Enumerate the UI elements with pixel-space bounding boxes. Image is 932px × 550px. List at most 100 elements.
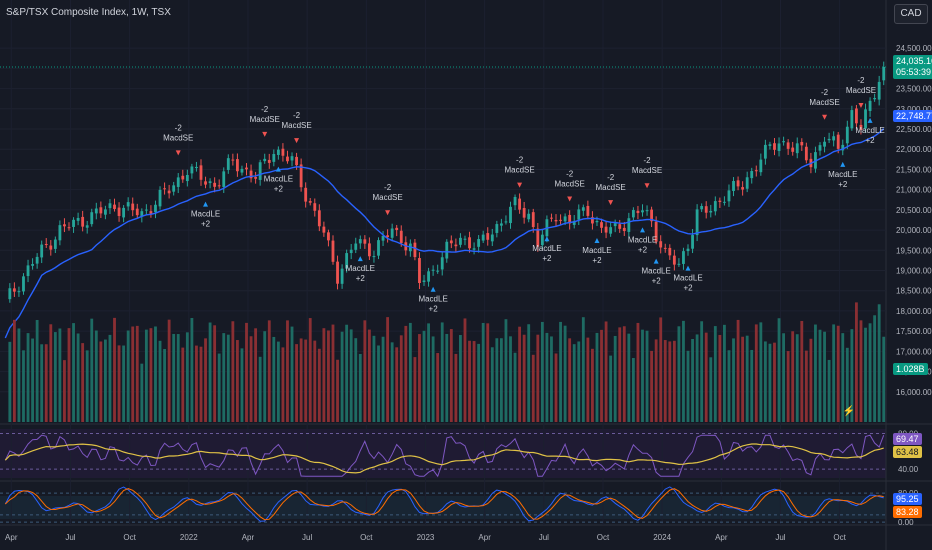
candle-body-47 (217, 185, 221, 187)
rsi-value-tag: 69.47 (893, 433, 922, 445)
volume-bar-68 (313, 340, 317, 422)
volume-bar-61 (281, 347, 285, 422)
volume-bar-103 (472, 341, 476, 422)
volume-bar-85 (390, 342, 394, 422)
candle-body-121 (554, 220, 558, 222)
volume-bar-190 (868, 323, 872, 422)
candle-body-72 (331, 240, 335, 262)
volume-bar-12 (58, 328, 62, 422)
volume-bar-133 (609, 355, 613, 422)
candle-body-77 (354, 243, 358, 250)
signal-short-arrow-2 (262, 131, 268, 137)
candle-body-7 (35, 256, 39, 264)
price-tick-label-5: 22,000.00 (896, 145, 932, 154)
currency-button[interactable]: CAD (894, 4, 928, 24)
signal-qty-13: +2 (638, 245, 648, 254)
volume-bar-144 (659, 317, 663, 422)
volume-bar-50 (231, 321, 235, 422)
candle-body-21 (99, 207, 103, 214)
candle-body-85 (390, 228, 394, 238)
signal-label-15: MacdLE (641, 267, 670, 276)
volume-bar-88 (404, 325, 408, 422)
rsi-line (4, 434, 885, 478)
volume-bar-84 (386, 317, 390, 422)
candle-body-96 (440, 257, 444, 270)
chart-title: S&P/TSX Composite Index, 1W, TSX (6, 7, 171, 18)
candle-body-127 (581, 207, 585, 211)
candle-body-59 (272, 153, 276, 162)
signal-long-arrow-16 (685, 265, 691, 271)
signal-label-4: MacdSE (281, 121, 311, 130)
volume-bar-45 (208, 322, 212, 422)
volume-bar-118 (540, 321, 544, 422)
candle-body-71 (327, 232, 330, 241)
signal-long-arrow-7 (430, 286, 436, 292)
candle-body-165 (754, 170, 758, 172)
candle-body-58 (267, 159, 271, 163)
volume-bar-95 (436, 353, 440, 422)
signal-long-arrow-1 (203, 201, 209, 207)
volume-bar-28 (131, 326, 135, 422)
volume-bar-154 (704, 332, 708, 422)
candle-body-83 (381, 235, 385, 241)
rsi-pane-background (0, 429, 886, 478)
volume-bar-128 (586, 337, 590, 422)
volume-bar-83 (381, 336, 385, 422)
volume-bar-49 (226, 334, 230, 422)
signal-qty-20: +2 (866, 136, 876, 145)
volume-bar-130 (595, 332, 599, 422)
volume-bar-62 (286, 320, 289, 422)
candle-body-105 (481, 234, 485, 241)
candle-body-164 (750, 171, 754, 179)
candle-body-15 (72, 219, 75, 227)
candle-body-42 (195, 166, 198, 169)
candle-body-60 (276, 149, 280, 155)
signal-long-arrow-5 (357, 256, 363, 262)
volume-bar-90 (413, 357, 417, 422)
candle-body-68 (313, 203, 317, 211)
volume-bar-102 (468, 340, 471, 422)
candle-body-98 (449, 240, 453, 244)
alert-icon: ⚡ (843, 404, 855, 417)
candle-body-168 (768, 144, 772, 146)
candle-body-126 (577, 209, 581, 220)
volume-bar-117 (536, 334, 540, 422)
signal-long-arrow-15 (653, 258, 659, 264)
volume-bar-151 (691, 338, 694, 422)
volume-bar-124 (568, 338, 572, 422)
volume-bar-15 (72, 323, 75, 422)
volume-bar-141 (645, 330, 649, 422)
price-tick-label-7: 21,000.00 (896, 186, 932, 195)
volume-bar-55 (254, 328, 258, 422)
signal-qty-10: -2 (566, 169, 574, 178)
candle-body-128 (586, 205, 590, 216)
candle-body-117 (536, 228, 540, 247)
volume-bar-35 (163, 348, 166, 422)
volume-bar-176 (804, 350, 808, 422)
volume-bar-27 (126, 330, 130, 422)
volume-bar-182 (832, 324, 836, 422)
volume-bar-100 (459, 335, 462, 422)
volume-bar-89 (408, 322, 412, 422)
time-tick-label-0: Apr (5, 533, 18, 542)
candle-body-20 (94, 208, 98, 214)
volume-bar-30 (140, 363, 144, 422)
volume-bar-26 (122, 345, 126, 422)
candle-body-114 (522, 208, 526, 218)
volume-bar-160 (732, 338, 735, 422)
candle-body-189 (864, 109, 867, 129)
candle-body-37 (172, 185, 176, 192)
volume-bar-59 (272, 336, 276, 422)
volume-bar-31 (144, 329, 148, 422)
signal-label-14: MacdSE (632, 166, 662, 175)
candle-body-19 (90, 212, 94, 225)
candle-body-38 (176, 177, 180, 187)
volume-bar-71 (327, 330, 330, 422)
candle-body-107 (490, 234, 494, 242)
stoch-d-tag: 83.28 (893, 506, 922, 518)
candle-body-40 (185, 174, 189, 182)
candle-body-36 (167, 190, 171, 194)
candle-body-103 (472, 248, 476, 250)
volume-bar-53 (245, 322, 248, 422)
